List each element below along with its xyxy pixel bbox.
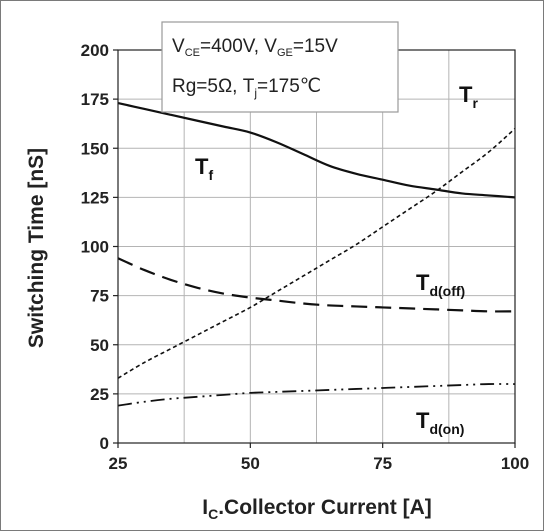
series-tf-line — [117, 101, 516, 199]
y-tick-label: 150 — [81, 139, 109, 158]
x-tick-label: 75 — [373, 454, 392, 473]
series-label-tdon: Td(on) — [416, 408, 464, 437]
y-tick-label: 75 — [90, 287, 109, 306]
y-tick-label: 200 — [81, 41, 109, 60]
y-tick-label: 125 — [81, 188, 109, 207]
series-lines — [117, 101, 516, 407]
y-axis-label: Switching Time [nS] — [25, 148, 48, 348]
annotation-box-border — [161, 21, 399, 113]
y-tick-label: 25 — [90, 385, 109, 404]
series-tr-line — [117, 128, 516, 379]
x-axis-label: IC.Collector Current [A] — [202, 496, 431, 522]
y-tick-label: 0 — [100, 434, 109, 453]
series-label-tf: Tf — [195, 154, 213, 183]
series-label-tdoff: Td(off) — [416, 270, 465, 299]
x-tick-label: 50 — [241, 454, 260, 473]
series-tdon-line — [117, 383, 516, 407]
annotation-box: VCE=400V, VGE=15V Rg=5Ω, Tj=175℃ — [161, 21, 399, 113]
y-tick-label: 50 — [90, 336, 109, 355]
series-tdoff-line — [117, 257, 516, 313]
series-label-tr: Tr — [459, 82, 478, 111]
x-tick-label: 25 — [109, 454, 128, 473]
x-tick-label: 100 — [501, 454, 529, 473]
annotation-line-1: VCE=400V, VGE=15V — [172, 36, 338, 59]
y-tick-label: 100 — [81, 238, 109, 257]
y-tick-label: 175 — [81, 90, 109, 109]
annotation-line-2: Rg=5Ω, Tj=175℃ — [172, 76, 321, 100]
